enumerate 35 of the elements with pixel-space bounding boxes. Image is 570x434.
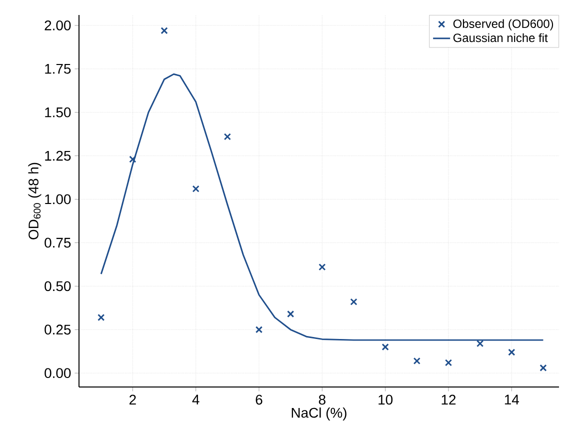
legend-label: Gaussian niche fit [453, 33, 548, 42]
point [318, 263, 326, 271]
point [382, 343, 389, 351]
point [350, 298, 358, 306]
point [224, 133, 231, 140]
y-tick-label: 0.75 [44, 238, 71, 248]
point [540, 364, 547, 372]
y-axis-title: OD$_{600}$ (48 h) [28, 162, 42, 240]
y-tick-label: 1.75 [45, 64, 71, 74]
y-tick-label: 2.00 [44, 20, 71, 30]
legend-label: Observed (OD600) [453, 19, 554, 30]
y-tick-label: 0.25 [44, 324, 71, 335]
point [98, 314, 105, 322]
point [476, 340, 484, 348]
y-tick-label: 1.50 [45, 107, 71, 118]
y-tick-label: 1.00 [45, 194, 71, 204]
y-tick-label: 0.00 [44, 368, 71, 378]
x-axis-title: NaCl (%) [292, 408, 346, 420]
point [160, 27, 168, 34]
point [287, 310, 294, 318]
point [413, 357, 420, 364]
point [192, 185, 200, 192]
x-tick-label: 12 [442, 394, 456, 405]
x-tick-label: 4 [192, 394, 200, 404]
point [444, 359, 452, 366]
x-tick-label: 14 [504, 394, 519, 404]
point [129, 156, 136, 163]
y-tick-label: 0.50 [44, 281, 71, 292]
point [255, 326, 263, 334]
y-tick-label: 1.25 [45, 150, 71, 161]
x-tick-label: 8 [318, 394, 326, 405]
x-tick-label: 10 [378, 394, 393, 405]
x-tick-label: 2 [130, 394, 136, 405]
x-tick-label: 6 [256, 394, 262, 405]
point [508, 348, 516, 356]
